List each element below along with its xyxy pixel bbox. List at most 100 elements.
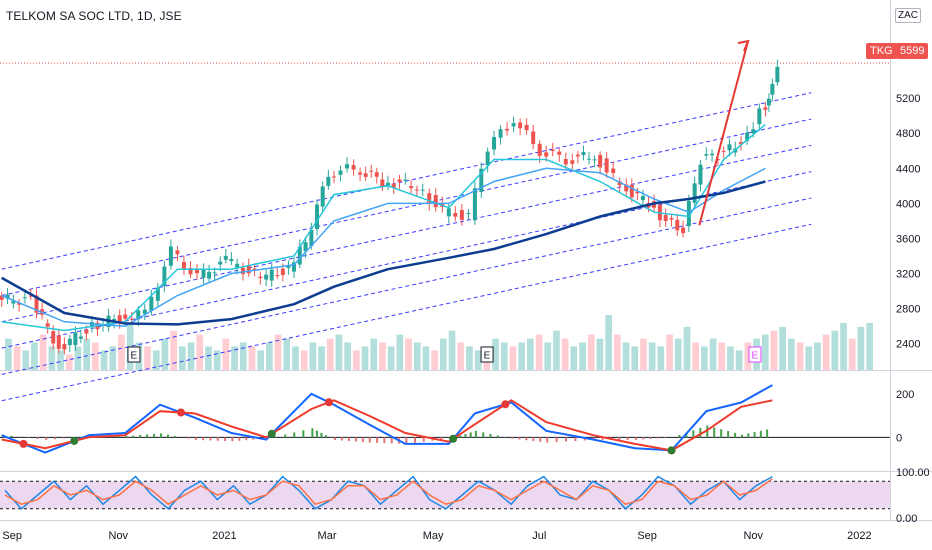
macd-histogram-bar <box>753 432 756 438</box>
earnings-marker-label: E <box>130 351 137 362</box>
volume-bar <box>561 338 569 370</box>
candle-body <box>363 173 368 177</box>
volume-bar <box>309 342 317 370</box>
macd-histogram-bar <box>692 430 695 438</box>
volume-bar <box>674 338 682 370</box>
volume-bar <box>144 346 151 370</box>
candle-body <box>763 107 768 110</box>
macd-histogram-bar <box>720 429 723 438</box>
macd-histogram-bar <box>634 437 637 440</box>
moving-average-line[interactable] <box>1 180 766 326</box>
candle-body <box>320 186 325 207</box>
candle-body <box>252 268 257 270</box>
volume-bar <box>770 330 778 370</box>
macd-histogram-bar <box>390 437 393 444</box>
volume-bar <box>370 338 378 370</box>
candle-body <box>56 335 61 349</box>
candle-body <box>117 315 122 323</box>
currency-unit-badge[interactable]: ZAC <box>895 8 921 23</box>
trend-arrow-head <box>737 39 750 52</box>
moving-average-line[interactable] <box>1 167 766 327</box>
candle-body <box>17 303 22 305</box>
candle-body <box>374 172 379 177</box>
macd-histogram-bar <box>649 437 652 439</box>
volume-bar <box>788 338 795 370</box>
macd-histogram-bar <box>333 437 336 440</box>
volume-bar <box>118 334 125 370</box>
volume-bar <box>48 346 56 370</box>
channel-line[interactable] <box>1 171 812 349</box>
candle-body <box>258 276 263 279</box>
earnings-marker[interactable] <box>127 346 141 363</box>
candle-body <box>629 184 634 198</box>
volume-bar <box>161 338 169 370</box>
volume-bar <box>701 346 708 370</box>
candle-body <box>84 329 89 334</box>
volume-bar <box>405 338 412 370</box>
volume-bar <box>614 334 621 370</box>
candle-body <box>751 129 756 134</box>
macd-histogram-bar <box>593 437 596 440</box>
candle-body <box>385 182 390 186</box>
candle-body <box>345 164 350 169</box>
candle-body <box>420 189 425 191</box>
volume-bar <box>274 334 282 370</box>
macd-signal-line[interactable] <box>1 399 773 452</box>
channel-line[interactable] <box>1 223 812 402</box>
candle-body <box>286 265 291 269</box>
candle-body <box>67 338 72 346</box>
candle-body <box>34 295 39 313</box>
candle-body <box>524 124 529 131</box>
macd-histogram-bar <box>626 437 629 440</box>
candle-body <box>617 181 622 186</box>
macd-histogram-bar <box>252 437 255 440</box>
macd-histogram-bar <box>525 437 528 441</box>
macd-histogram-bar <box>293 432 296 438</box>
channel-line[interactable] <box>1 144 812 323</box>
volume-bar <box>231 346 238 370</box>
macd-histogram-bar <box>354 437 357 442</box>
macd-cross-dot <box>449 434 458 443</box>
candle-body <box>181 261 186 269</box>
macd-histogram-bar <box>555 437 558 443</box>
candle-body <box>0 295 4 300</box>
macd-line[interactable] <box>1 384 773 454</box>
trend-arrow[interactable] <box>698 40 749 226</box>
channel-line[interactable] <box>1 92 812 270</box>
time-axis-tick-label: Jul <box>532 530 546 542</box>
macd-axis-tick-label: 200 <box>896 389 914 401</box>
earnings-marker[interactable] <box>480 346 494 363</box>
time-axis-tick-label: Sep <box>2 530 22 542</box>
macd-histogram-bar <box>482 432 485 438</box>
candle-body <box>727 144 732 151</box>
moving-average-line[interactable] <box>1 123 766 332</box>
macd-histogram-bar <box>368 437 371 443</box>
candle-body <box>766 98 771 106</box>
candle-body <box>45 323 50 327</box>
volume-bar <box>344 342 351 370</box>
macd-cross-dot <box>267 429 276 438</box>
macd-histogram-bar <box>340 437 343 441</box>
candle-body <box>479 168 484 192</box>
candle-body <box>715 159 720 161</box>
macd-histogram-bar <box>734 432 737 438</box>
channel-line[interactable] <box>1 197 812 375</box>
macd-histogram-bar <box>383 437 386 444</box>
earnings-marker[interactable] <box>748 346 762 363</box>
volume-bar <box>527 338 534 370</box>
candle-body <box>581 152 586 155</box>
candle-body <box>563 158 568 165</box>
price-axis-tick-label: 3200 <box>896 269 920 281</box>
volume-bar <box>387 346 395 370</box>
candle-body <box>195 269 200 274</box>
price-axis-tick-label: 4000 <box>896 198 920 210</box>
channel-line[interactable] <box>1 118 812 296</box>
volume-bar <box>866 322 873 370</box>
stochastic-d-line[interactable] <box>4 478 773 506</box>
macd-histogram-bar <box>139 434 142 438</box>
candle-body <box>149 296 154 311</box>
macd-histogram-bar <box>565 437 568 442</box>
candle-body <box>770 83 775 95</box>
macd-histogram-bar <box>642 437 645 440</box>
